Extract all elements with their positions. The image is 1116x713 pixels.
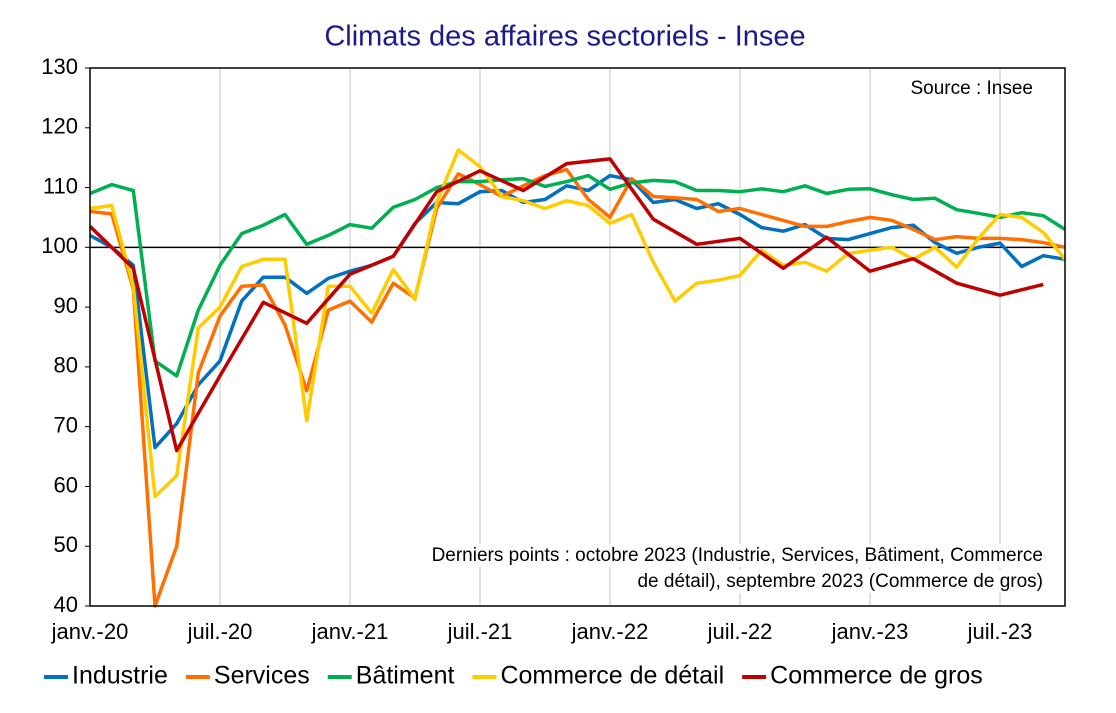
source: Source : Insee [910,78,1033,99]
legend-label: Services [214,662,310,690]
y-tick-label: 60 [54,472,78,497]
legend-label: Industrie [72,662,168,690]
note: Derniers points : octobre 2023 (Industri… [432,545,1043,566]
legend-label: Bâtiment [356,662,455,690]
x-tick-label: janv.-20 [51,619,129,644]
y-tick-label: 50 [54,532,78,557]
series-line [89,167,1066,608]
x-tick-label: janv.-21 [311,619,389,644]
x-tick-label: juil.-23 [967,619,1033,644]
legend-label: Commerce de gros [770,662,983,690]
y-tick-label: 120 [41,114,78,139]
y-tick-label: 80 [54,353,78,378]
y-tick-label: 40 [54,592,78,617]
note-background [633,570,1047,594]
x-tick-label: janv.-22 [571,619,649,644]
note-background [427,544,1047,568]
series-line [89,148,1067,499]
y-tick-label: 100 [41,233,78,258]
x-tick-label: juil.-21 [447,619,513,644]
chart-title: Climats des affaires sectoriels - Insee [324,21,805,53]
series-line [89,173,1066,378]
plot-frame [89,67,1066,607]
series-line [88,157,1044,453]
y-tick-label: 110 [43,173,78,198]
y-tick-label: 70 [54,412,78,437]
x-tick-label: juil.-22 [707,619,773,644]
legend-label: Commerce de détail [500,662,724,690]
y-tick-label: 130 [41,54,78,79]
y-tick-label: 90 [54,293,78,318]
x-tick-label: juil.-20 [187,619,253,644]
note: de détail), septembre 2023 (Commerce de … [637,571,1043,592]
x-tick-label: janv.-23 [831,619,909,644]
